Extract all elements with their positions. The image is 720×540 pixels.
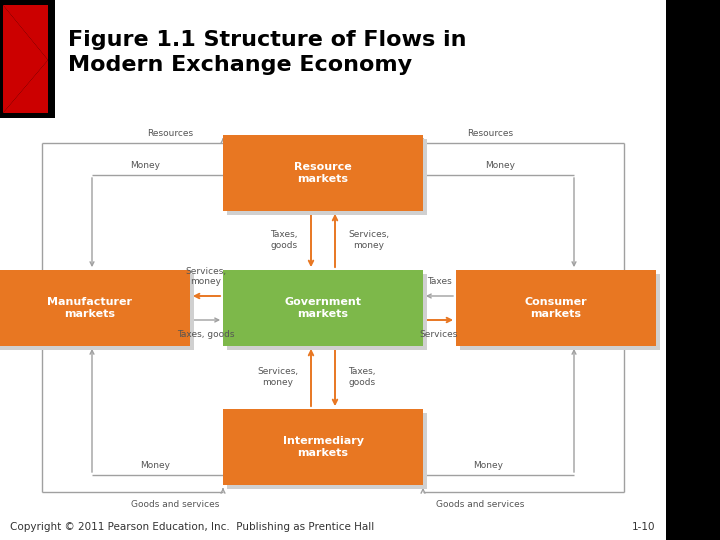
Text: Figure 1.1 Structure of Flows in
Modern Exchange Economy: Figure 1.1 Structure of Flows in Modern …: [68, 30, 467, 75]
FancyBboxPatch shape: [227, 139, 427, 215]
Text: Money: Money: [140, 461, 170, 470]
Text: Services,
money: Services, money: [186, 267, 227, 286]
FancyBboxPatch shape: [460, 274, 660, 350]
Text: Resources: Resources: [467, 129, 513, 138]
FancyBboxPatch shape: [223, 270, 423, 346]
Text: Manufacturer
markets: Manufacturer markets: [48, 297, 132, 319]
Text: Services,
money: Services, money: [348, 230, 389, 249]
Text: Money: Money: [473, 461, 503, 470]
FancyBboxPatch shape: [0, 274, 194, 350]
Text: Intermediary
markets: Intermediary markets: [282, 436, 364, 458]
Polygon shape: [3, 60, 48, 113]
Text: Taxes, goods: Taxes, goods: [177, 330, 235, 339]
Text: 1-10: 1-10: [631, 522, 655, 532]
Text: Government
markets: Government markets: [284, 297, 361, 319]
Text: Resource
markets: Resource markets: [294, 162, 352, 184]
Polygon shape: [0, 0, 55, 118]
Text: Money: Money: [130, 161, 160, 170]
Text: Goods and services: Goods and services: [131, 500, 219, 509]
Text: Money: Money: [485, 161, 515, 170]
Text: Copyright © 2011 Pearson Education, Inc.  Publishing as Prentice Hall: Copyright © 2011 Pearson Education, Inc.…: [10, 522, 374, 532]
Text: Taxes,
goods: Taxes, goods: [271, 230, 298, 249]
Text: Taxes,
goods: Taxes, goods: [348, 367, 376, 387]
FancyBboxPatch shape: [456, 270, 656, 346]
Polygon shape: [3, 5, 48, 60]
FancyBboxPatch shape: [0, 270, 190, 346]
Polygon shape: [3, 5, 48, 113]
Text: Services: Services: [420, 330, 458, 339]
Text: Services,
money: Services, money: [257, 367, 298, 387]
FancyBboxPatch shape: [223, 409, 423, 485]
FancyBboxPatch shape: [227, 413, 427, 489]
FancyBboxPatch shape: [227, 274, 427, 350]
FancyBboxPatch shape: [223, 135, 423, 211]
Text: Resources: Resources: [147, 129, 193, 138]
Text: Taxes: Taxes: [427, 277, 451, 286]
Polygon shape: [666, 0, 720, 540]
Text: Consumer
markets: Consumer markets: [525, 297, 588, 319]
Text: Goods and services: Goods and services: [436, 500, 524, 509]
